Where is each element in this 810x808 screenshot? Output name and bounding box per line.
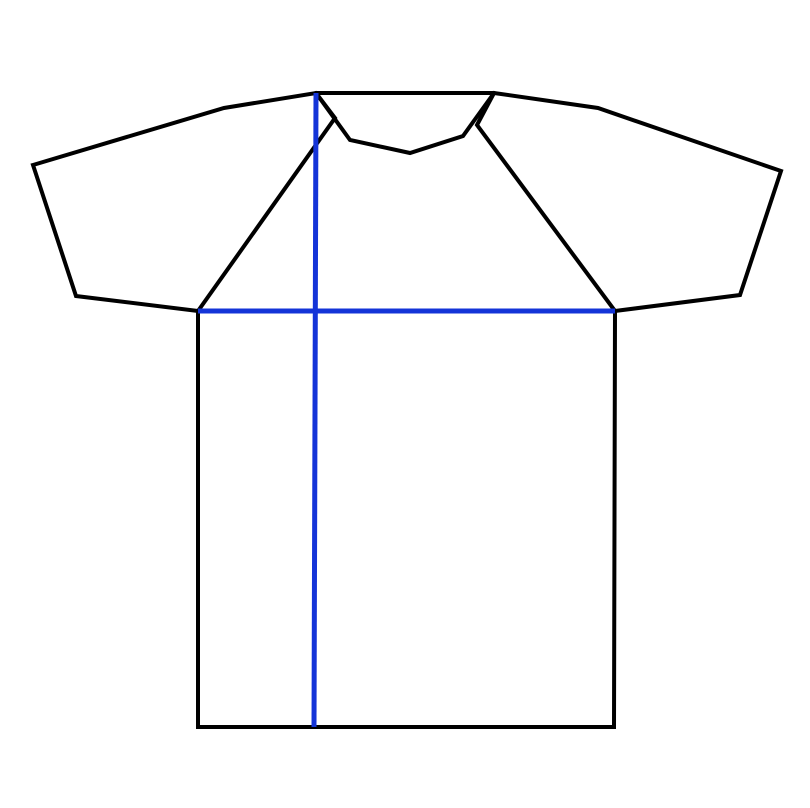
right-sleeve [474,90,784,314]
neckline-front [314,91,496,156]
body-length-line [311,92,319,728]
measurement-lines [198,92,615,728]
